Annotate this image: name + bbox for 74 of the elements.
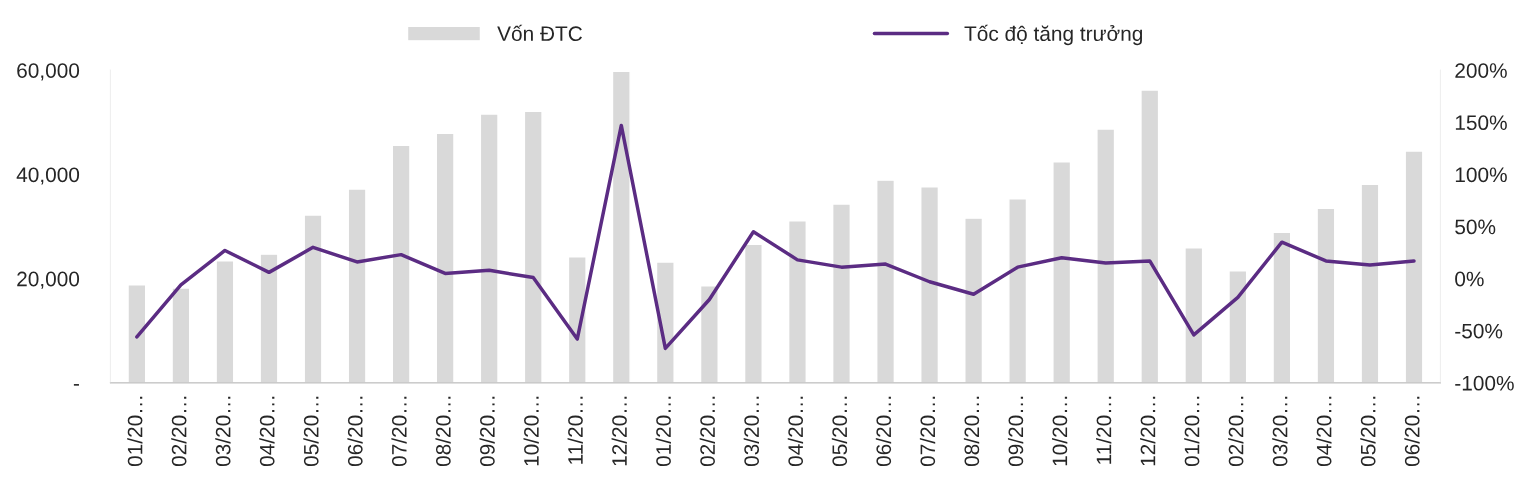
x-tick-label: 02/20… — [699, 396, 715, 467]
x-tick-label: 02/20… — [171, 396, 187, 467]
bar — [435, 132, 455, 383]
bar — [259, 253, 279, 383]
x-tick-label: 10/20… — [523, 396, 539, 466]
x-tick-label: 05/20… — [303, 396, 319, 467]
x-tick-label: 03/20… — [743, 396, 760, 467]
bar — [876, 179, 896, 383]
x-tick-label: 04/20… — [787, 396, 804, 467]
bar — [127, 284, 147, 383]
y-tick-label: 60,000 — [17, 63, 80, 81]
x-tick-label: 06/20… — [347, 396, 363, 467]
x-tick-label: 08/20… — [963, 396, 980, 467]
bar — [347, 188, 367, 383]
y-tick-label: - — [73, 384, 79, 386]
bar — [787, 220, 807, 383]
x-tick-label: 10/20… — [1051, 396, 1068, 466]
bar — [215, 260, 235, 383]
x-tick-label: 05/20… — [831, 396, 848, 467]
x-tick-label: 12/20… — [611, 396, 627, 466]
y-tick-label: 20,000 — [17, 271, 80, 289]
bar — [567, 256, 587, 383]
x-tick-label: 03/20… — [215, 396, 231, 467]
x-tick-label: 09/20… — [479, 396, 495, 467]
bar — [1008, 198, 1028, 383]
bar — [655, 261, 675, 383]
legend-label: Vốn ĐTC — [497, 24, 582, 42]
bar — [1140, 89, 1160, 383]
line-series — [135, 123, 1416, 351]
bar — [1360, 183, 1380, 383]
bar — [1228, 270, 1248, 383]
x-tick-label: 04/20… — [1316, 396, 1332, 467]
y2-tick-label: -100% — [1455, 375, 1514, 391]
bar — [1404, 150, 1424, 383]
bar — [699, 285, 719, 383]
x-tick-label: 01/20… — [127, 396, 143, 467]
y2-tick-label: 100% — [1455, 167, 1507, 183]
y-tick-label: 40,000 — [16, 167, 80, 185]
y2-tick-label: 200% — [1455, 63, 1507, 78]
x-tick-label: 12/20… — [1140, 396, 1156, 466]
x-tick-label: 11/20… — [567, 396, 583, 464]
y2-tick-label: 50% — [1455, 219, 1496, 235]
x-tick-label: 03/20… — [1272, 396, 1288, 467]
x-tick-label: 09/20… — [1007, 396, 1024, 467]
bar — [1316, 207, 1336, 383]
bar — [920, 186, 940, 383]
x-tick-label: 01/20… — [655, 396, 671, 467]
x-tick-label: 06/20… — [1404, 396, 1420, 467]
bar — [1096, 128, 1116, 383]
x-tick-label: 02/20… — [1228, 396, 1244, 467]
bar — [611, 70, 631, 383]
y2-tick-label: 0% — [1455, 271, 1484, 287]
bar — [171, 287, 191, 383]
bar — [523, 110, 543, 383]
x-tick-label: 05/20… — [1360, 396, 1376, 467]
x-tick-label: 04/20… — [259, 396, 275, 467]
x-tick-label: 01/20… — [1184, 396, 1200, 467]
y2-tick-label: -50% — [1455, 323, 1503, 339]
x-tick-label: 07/20… — [391, 396, 407, 467]
bar — [964, 217, 984, 383]
x-tick-label: 11/20… — [1096, 396, 1112, 464]
x-tick-label: 06/20… — [875, 396, 892, 467]
x-tick-label: 08/20… — [435, 396, 451, 467]
bar — [1052, 161, 1072, 383]
x-tick-label: 07/20… — [919, 396, 936, 467]
bar — [391, 144, 411, 383]
y2-tick-label: 150% — [1455, 115, 1507, 131]
bar — [1184, 247, 1204, 383]
bar — [1272, 231, 1292, 383]
legend-label: Tốc độ tăng trưởng — [964, 24, 1143, 46]
bar — [743, 243, 763, 383]
bar — [303, 214, 323, 383]
bar — [831, 203, 851, 383]
bar — [479, 113, 499, 383]
